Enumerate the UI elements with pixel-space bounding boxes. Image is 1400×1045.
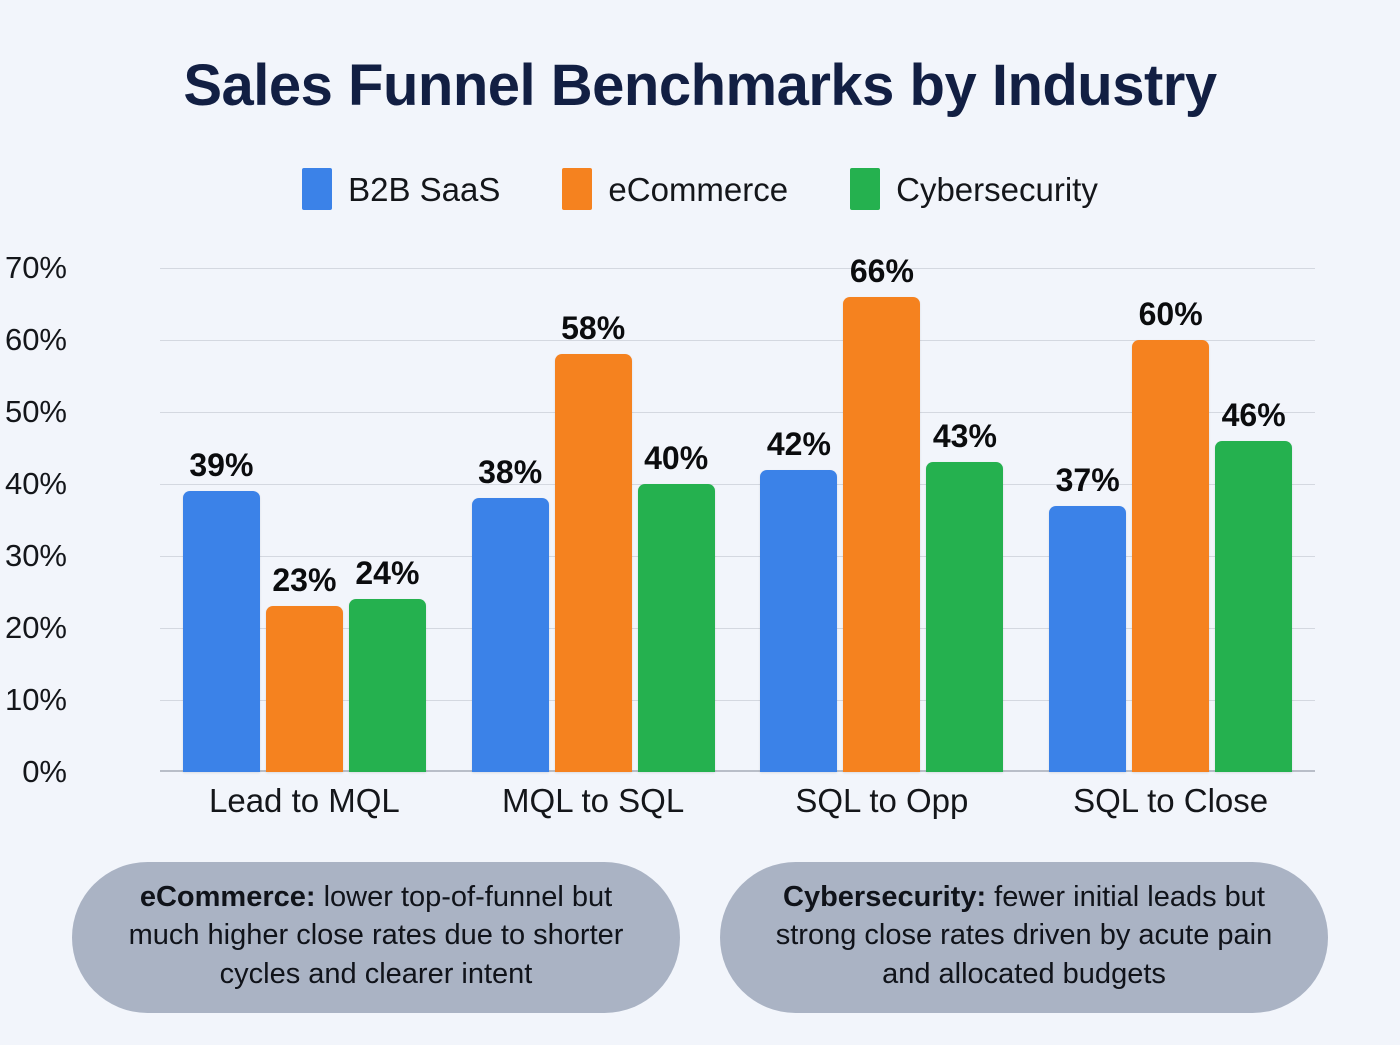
bar-group: 38% 58% 40% (449, 268, 738, 772)
bar-column: 42% (760, 268, 838, 772)
y-axis-tick-label: 60% (4, 322, 67, 357)
bar-column: 58% (554, 268, 632, 772)
legend-swatch-icon (302, 168, 333, 210)
gridline (160, 340, 1315, 341)
x-axis-labels: Lead to MQL MQL to SQL SQL to Opp SQL to Cl… (160, 782, 1315, 820)
x-axis-category-label: SQL to Opp (795, 782, 969, 819)
bar-value-label: 58% (561, 310, 626, 347)
bar[interactable] (637, 484, 715, 772)
bar[interactable] (1215, 440, 1293, 772)
bar[interactable] (1132, 340, 1210, 772)
bar[interactable] (265, 606, 343, 772)
legend-item-label: eCommerce (608, 170, 789, 208)
chart-legend: B2B SaaS eCommerce Cybersecurity (0, 168, 1400, 210)
legend-swatch-icon (850, 168, 881, 210)
bar-value-label: 38% (478, 454, 543, 491)
bar[interactable] (1049, 505, 1127, 772)
annotation-lead-label: eCommerce: (139, 881, 316, 913)
bar[interactable] (926, 462, 1004, 772)
bar-value-label: 46% (1221, 396, 1286, 433)
y-axis-tick-label: 50% (4, 394, 67, 429)
bar-column: 37% (1049, 268, 1127, 772)
bar[interactable] (843, 296, 921, 772)
bar-value-label: 42% (766, 425, 831, 462)
y-axis-tick-label: 30% (4, 538, 67, 573)
annotation-text: lower top-of-funnel but much higher clos… (128, 881, 624, 990)
legend-item-label: B2B SaaS (348, 170, 501, 208)
annotation-text: fewer initial leads but strong close rat… (775, 881, 1273, 990)
bar-value-label: 60% (1138, 296, 1203, 332)
annotation-callout: Cybersecurity: fewer initial leads but s… (720, 862, 1328, 1013)
legend-swatch-icon (562, 168, 593, 210)
bar-group: 39% 23% 24% (160, 268, 449, 772)
gridline (160, 628, 1315, 629)
legend-item-b2b-saas[interactable]: B2B SaaS (302, 168, 500, 210)
bar[interactable] (182, 491, 260, 772)
bar-group: 37% 60% 46% (1026, 268, 1315, 772)
bar-groups: 39% 23% 24% 38% 58% 40% 42% 66% 43% 37% 60% 46% (160, 255, 1315, 772)
bar-value-label: 24% (355, 555, 420, 592)
annotation-callouts: eCommerce: lower top-of-funnel but much … (72, 862, 1328, 1013)
gridline (160, 484, 1315, 485)
bar-column: 60% (1132, 268, 1210, 772)
annotation-lead-label: Cybersecurity: (783, 881, 987, 913)
bar[interactable] (471, 498, 549, 772)
bar-value-label: 66% (849, 252, 914, 289)
bar-column: 43% (926, 268, 1004, 772)
gridline (160, 412, 1315, 413)
bar-value-label: 43% (932, 418, 997, 455)
plot-area: 0% 10% 20% 30% 40% 50% 60% 70% (5, 250, 1315, 789)
bar-column: 39% (182, 268, 260, 772)
y-axis-tick-label: 40% (4, 466, 67, 501)
y-axis-tick-label: 0% (22, 754, 67, 789)
bar[interactable] (348, 599, 426, 772)
x-axis-line (160, 770, 1315, 772)
bar-column: 23% (265, 268, 343, 772)
page-title: Sales Funnel Benchmarks by Industry (183, 53, 1217, 118)
legend-item-ecommerce[interactable]: eCommerce (562, 168, 788, 210)
bar-column: 66% (843, 255, 921, 772)
bar-value-label: 37% (1055, 461, 1120, 498)
bar-value-label: 23% (272, 562, 337, 599)
gridline (160, 700, 1315, 701)
bar-value-label: 39% (189, 447, 254, 484)
legend-item-label: Cybersecurity (896, 170, 1098, 208)
annotation-callout: eCommerce: lower top-of-funnel but much … (72, 862, 680, 1013)
gridline (160, 556, 1315, 557)
bar-column: 38% (471, 268, 549, 772)
x-axis-category-label: SQL to Close (1073, 782, 1269, 819)
y-axis-tick-label: 20% (4, 610, 67, 645)
bar-column: 46% (1215, 268, 1293, 772)
bar-column: 24% (348, 268, 426, 772)
y-axis-tick-label: 70% (4, 250, 67, 285)
gridline (160, 268, 1315, 269)
bar-column: 40% (637, 268, 715, 772)
bar[interactable] (554, 354, 632, 772)
bar-value-label: 40% (644, 440, 709, 476)
y-axis-tick-label: 10% (4, 682, 67, 717)
x-axis-category-label: Lead to MQL (208, 782, 400, 819)
bar[interactable] (760, 469, 838, 772)
x-axis-category-label: MQL to SQL (502, 782, 685, 819)
bar-group: 42% 66% 43% (738, 255, 1027, 772)
legend-item-cybersecurity[interactable]: Cybersecurity (850, 168, 1098, 210)
